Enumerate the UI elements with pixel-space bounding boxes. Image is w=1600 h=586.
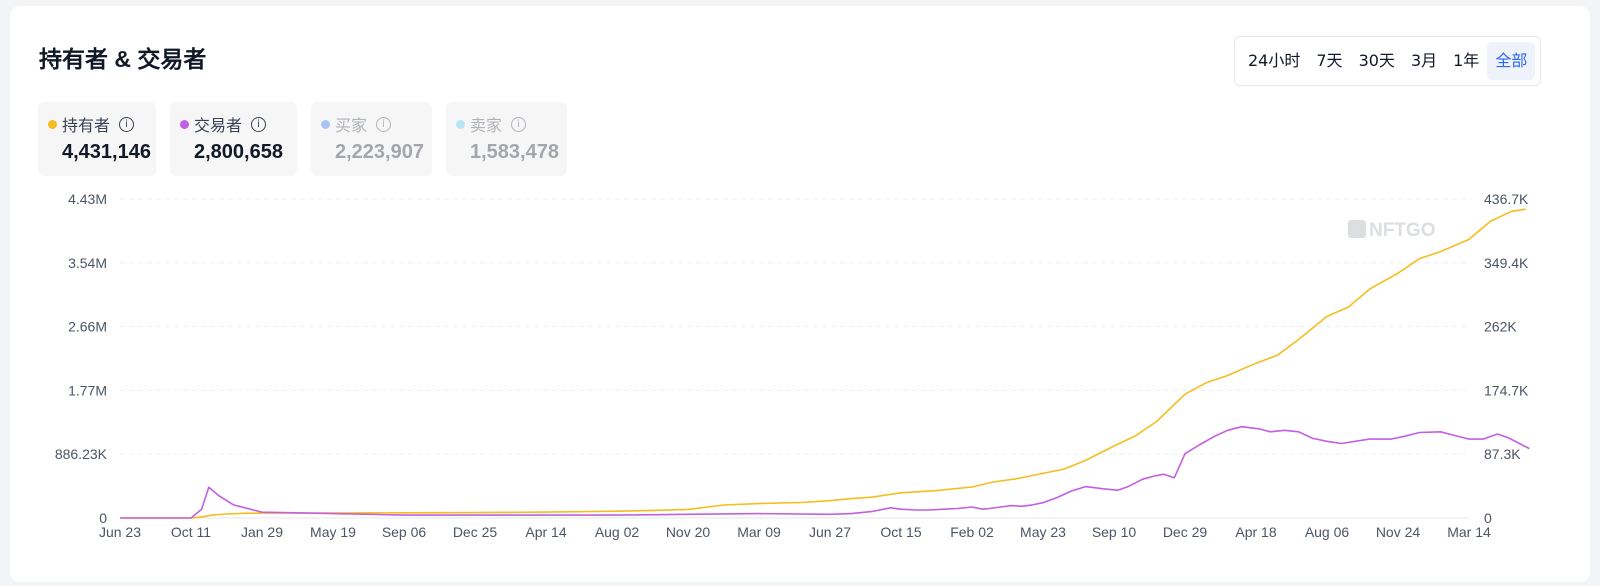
stat-traders-label: 交易者 [194,116,243,135]
series-line-holders[interactable] [120,208,1526,519]
info-icon[interactable]: i [511,116,527,132]
x-tick-label: Aug 02 [595,524,640,540]
stat-traders[interactable]: 交易者 i 2,800,658 [170,102,297,176]
range-option-1y[interactable]: 1年 [1453,51,1480,70]
range-option-all[interactable]: 全部 [1487,42,1536,80]
info-icon[interactable]: i [376,116,392,132]
y-axis-left: 0 886.23K 1.77M 2.66M 3.54M 4.43M [55,191,108,526]
y-right-tick-label: 0 [1484,510,1492,526]
x-tick-label: Jun 23 [99,524,141,540]
x-tick-label: Oct 11 [171,524,211,540]
series-line-traders[interactable] [120,425,1530,519]
stat-holders[interactable]: 持有者 i 4,431,146 [38,102,156,176]
x-tick-label: Sep 10 [1092,524,1137,540]
range-option-30d[interactable]: 30天 [1358,51,1395,70]
sellers-dot-icon [456,119,465,129]
y-left-tick-label: 2.66M [68,319,107,335]
y-right-tick-label: 262K [1484,319,1517,335]
x-tick-label: Jan 29 [241,524,283,540]
y-right-tick-label: 174.7K [1484,382,1529,398]
x-tick-label: Apr 18 [1235,524,1276,540]
x-tick-label: May 23 [1020,524,1066,540]
stat-buyers[interactable]: 买家 i 2,223,907 [311,102,432,176]
watermark: NFTGO [1348,220,1436,241]
time-range-selector: 24小时 7天 30天 3月 1年 全部 [1234,36,1542,86]
range-option-24h[interactable]: 24小时 [1248,51,1301,70]
x-tick-label: Apr 14 [525,524,566,540]
x-axis: Jun 23 Oct 11 Jan 29 May 19 Sep 06 Dec 25 Apr … [99,524,1491,540]
x-tick-label: Nov 24 [1376,524,1421,540]
x-tick-label: Feb 02 [950,524,994,540]
stat-buyers-value: 2,223,907 [335,141,424,163]
y-left-tick-label: 886.23K [55,446,108,462]
x-tick-label: Mar 14 [1447,524,1491,540]
buyers-dot-icon [321,119,330,129]
x-tick-label: Jun 27 [809,524,851,540]
y-axis-right: 0 87.3K 174.7K 262K 349.4K 436.7K [1484,191,1529,526]
series-layer [120,208,1530,519]
stat-sellers-label: 卖家 [470,116,503,135]
y-right-tick-label: 349.4K [1484,255,1529,271]
x-tick-label: Mar 09 [737,524,781,540]
y-right-tick-label: 436.7K [1484,191,1529,207]
x-tick-label: Dec 29 [1163,524,1208,540]
stat-sellers[interactable]: 卖家 i 1,583,478 [446,102,567,176]
y-left-tick-label: 0 [99,510,107,526]
stat-traders-value: 2,800,658 [194,141,283,163]
holders-dot-icon [48,119,57,129]
info-icon[interactable]: i [119,116,135,132]
range-option-3m[interactable]: 3月 [1410,51,1438,70]
y-left-tick-label: 1.77M [68,382,107,398]
card-title: 持有者 & 交易者 [39,46,207,72]
x-tick-label: Oct 15 [880,524,921,540]
stat-sellers-value: 1,583,478 [470,141,559,163]
range-option-7d[interactable]: 7天 [1316,51,1343,70]
y-left-tick-label: 4.43M [68,191,107,207]
x-tick-label: May 19 [310,524,356,540]
grid-layer [120,198,1469,519]
line-chart[interactable]: NFTGO 0 886.23K 1.77M 2.66M 3.54M 4.43M 0 87.3… [10,6,1590,582]
watermark-logo-icon [1348,220,1366,238]
x-tick-label: Nov 20 [666,524,711,540]
y-left-tick-label: 3.54M [68,255,107,271]
stat-holders-value: 4,431,146 [62,141,151,163]
x-tick-label: Sep 06 [382,524,427,540]
stat-buyers-label: 买家 [335,116,368,135]
traders-dot-icon [180,119,189,129]
info-icon[interactable]: i [251,116,267,132]
holders-traders-card: 持有者 & 交易者 24小时 7天 30天 3月 1年 全部 持有者 i 4,43… [10,6,1590,582]
x-tick-label: Dec 25 [453,524,498,540]
stat-holders-label: 持有者 [62,116,111,135]
x-tick-label: Aug 06 [1305,524,1350,540]
watermark-text: NFTGO [1369,220,1436,241]
y-right-tick-label: 87.3K [1484,446,1521,462]
